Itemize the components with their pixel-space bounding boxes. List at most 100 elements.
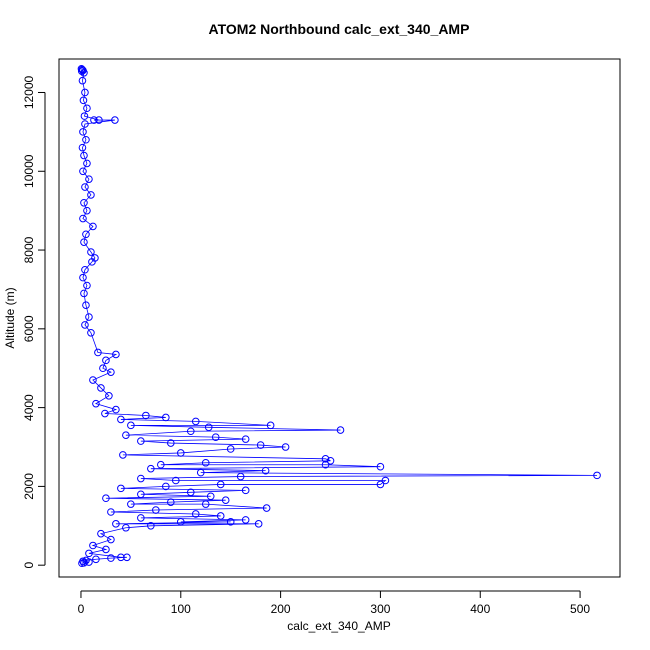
- x-tick-label: 400: [470, 602, 490, 616]
- data-point: [88, 258, 96, 266]
- data-point: [176, 518, 185, 526]
- data-point: [78, 143, 87, 152]
- data-point: [221, 496, 230, 504]
- data-point: [79, 167, 87, 176]
- data-point: [81, 183, 89, 191]
- data-point: [137, 514, 145, 522]
- data-point: [147, 464, 155, 473]
- data-point: [81, 120, 89, 128]
- data-point: [376, 480, 385, 489]
- data-point: [99, 364, 107, 373]
- data-point: [171, 476, 180, 485]
- data-point: [201, 458, 210, 467]
- data-point: [236, 472, 245, 481]
- data-point: [112, 405, 120, 414]
- data-point: [186, 427, 195, 436]
- data-point: [176, 449, 185, 457]
- data-point: [79, 273, 87, 282]
- data-point: [80, 198, 88, 207]
- data-point: [123, 553, 131, 562]
- data-point: [81, 321, 89, 329]
- data-point: [162, 413, 170, 422]
- data-point: [85, 313, 93, 321]
- data-point: [89, 541, 97, 550]
- data-point: [81, 88, 89, 97]
- data-point: [216, 512, 225, 520]
- data-point: [262, 504, 271, 512]
- data-point: [336, 426, 345, 434]
- y-axis: 0 2000 4000 6000 8000 10000 12000: [22, 75, 46, 569]
- data-point: [102, 356, 110, 365]
- data-point: [167, 498, 175, 506]
- data-point: [261, 466, 270, 475]
- data-point: [281, 443, 290, 451]
- data-point: [78, 76, 87, 85]
- data-point: [241, 435, 250, 443]
- x-tick-label: 100: [171, 602, 191, 616]
- data-point: [87, 328, 95, 337]
- data-point: [216, 480, 225, 489]
- data-point: [107, 554, 115, 562]
- data-point: [87, 248, 95, 256]
- data-point: [101, 409, 109, 418]
- data-point: [321, 455, 330, 463]
- data-point: [191, 417, 200, 426]
- data-point: [80, 151, 88, 160]
- data-point: [105, 392, 113, 400]
- data-point: [266, 421, 275, 430]
- data-point: [321, 460, 330, 469]
- x-tick-label: 500: [570, 602, 590, 616]
- data-point: [92, 399, 100, 408]
- data-point: [117, 415, 125, 424]
- data-point: [111, 116, 119, 124]
- data-point: [80, 289, 88, 298]
- data-point: [79, 96, 88, 105]
- data-point: [89, 222, 97, 231]
- data-point: [87, 191, 95, 199]
- data-point: [77, 67, 86, 76]
- y-tick-label: 0: [22, 562, 36, 569]
- data-point: [117, 484, 125, 493]
- y-tick-label: 10000: [22, 154, 36, 188]
- data-point: [127, 500, 135, 508]
- data-point: [119, 451, 127, 459]
- x-tick-label: 300: [370, 602, 390, 616]
- data-point: [211, 433, 220, 441]
- data-point: [79, 214, 87, 223]
- data-point: [80, 68, 88, 77]
- data-point: [95, 116, 103, 124]
- data-point: [117, 553, 125, 562]
- data-point: [256, 441, 265, 449]
- data-point: [112, 520, 120, 528]
- data-point: [85, 549, 93, 558]
- data-point: [226, 445, 235, 453]
- data-point: [94, 348, 102, 357]
- data-point: [107, 535, 115, 544]
- data-point: [92, 555, 100, 564]
- data-point: [107, 368, 115, 376]
- data-point: [152, 506, 160, 514]
- x-tick-label: 0: [78, 602, 85, 616]
- data-point: [226, 518, 235, 526]
- data-point: [97, 384, 105, 392]
- x-tick-label: 200: [271, 602, 291, 616]
- y-tick-label: 2000: [22, 473, 36, 500]
- data-point: [142, 411, 150, 420]
- data-point: [83, 159, 91, 168]
- data-point: [77, 65, 86, 73]
- y-tick-label: 4000: [22, 394, 36, 421]
- data-point: [80, 112, 89, 120]
- data-point: [97, 529, 105, 538]
- data-point: [593, 471, 601, 480]
- data-point: [78, 559, 86, 568]
- data-point: [82, 135, 90, 144]
- series-points: [77, 65, 601, 568]
- data-point: [83, 104, 91, 113]
- data-point: [241, 516, 250, 524]
- data-point: [122, 431, 130, 439]
- data-point: [137, 437, 145, 445]
- data-point: [381, 476, 390, 485]
- data-point: [89, 376, 97, 384]
- data-point: [81, 265, 89, 274]
